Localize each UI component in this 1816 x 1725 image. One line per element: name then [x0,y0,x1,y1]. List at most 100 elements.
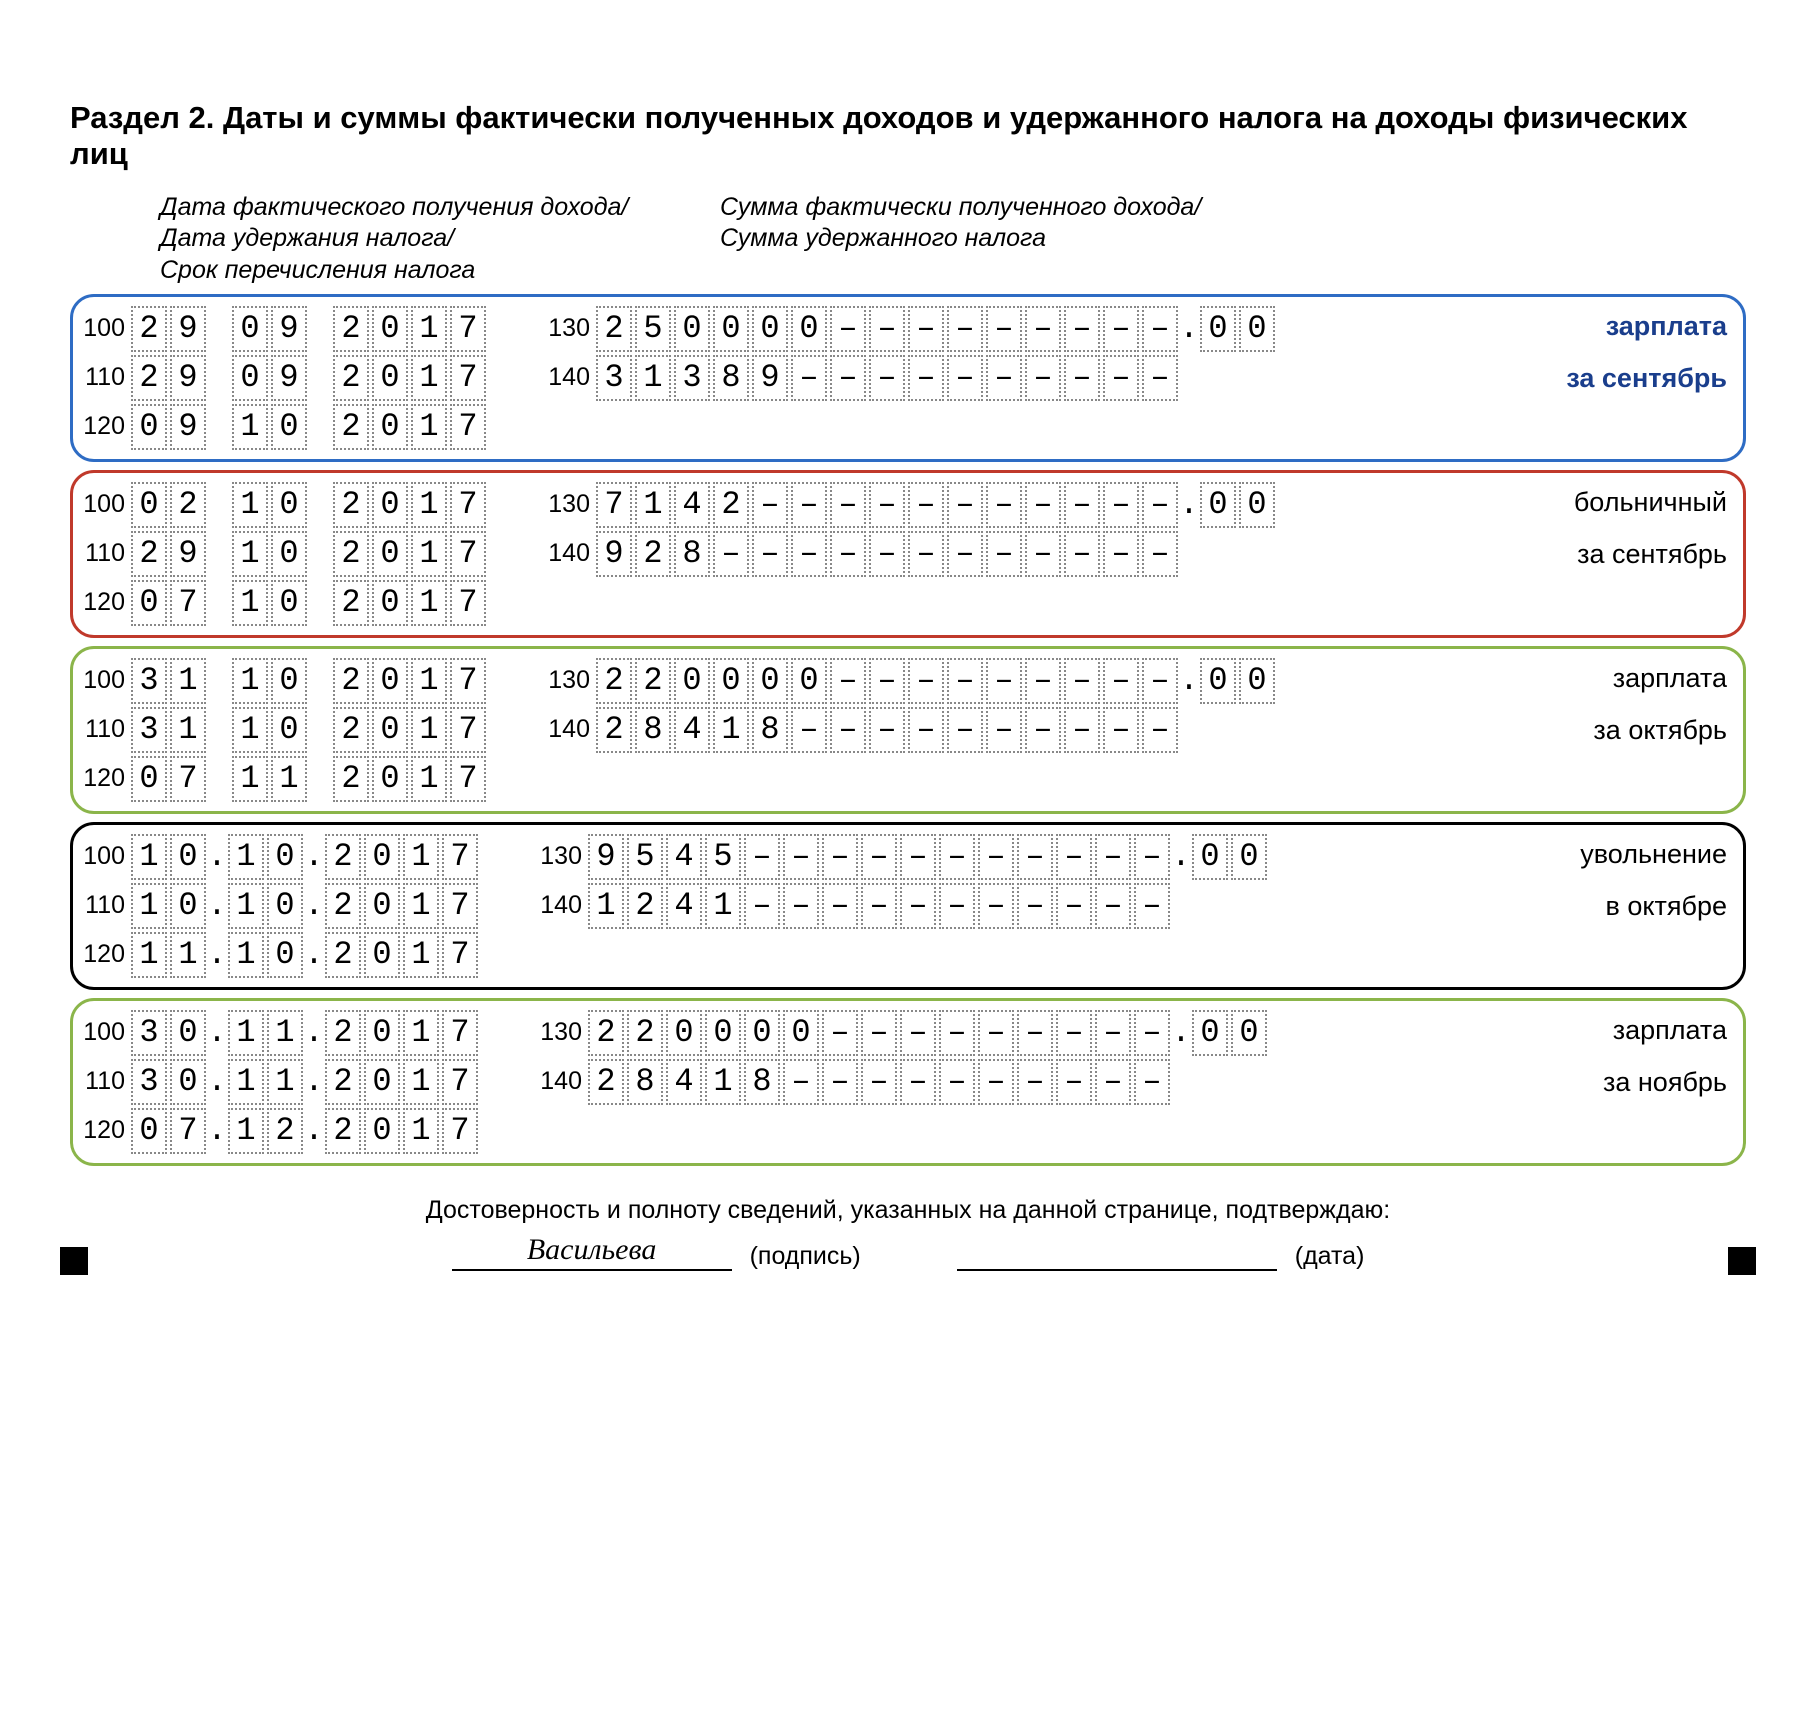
form-cell: 7 [170,1108,206,1154]
form-cell: 2 [596,658,632,704]
form-cell: – [908,355,944,401]
dot-separator: . [206,1112,228,1149]
form-cell: – [986,658,1022,704]
form-cell: 0 [372,756,408,802]
form-cell: – [830,306,866,352]
form-cell: 1 [228,834,264,880]
form-cell: 0 [271,482,307,528]
block-note-1: зарплата [1606,313,1727,340]
form-cell: 1 [232,482,268,528]
form-cell: – [1103,707,1139,753]
form-cell: 0 [267,834,303,880]
form-cell: – [1056,883,1092,929]
code-130: 130 [546,666,590,695]
code-100: 100 [81,314,125,343]
dot-separator: . [303,1014,325,1051]
form-blocks: зарплатаза сентябрь10029092017130250000–… [70,294,1746,1166]
form-cell: 0 [674,658,710,704]
section-title: Раздел 2. Даты и суммы фактически получе… [70,100,1746,172]
form-cell: – [1064,658,1100,704]
form-cell: 1 [228,1108,264,1154]
form-cell: – [744,883,780,929]
form-cell: – [947,482,983,528]
form-cell: 1 [232,404,268,450]
dot-separator: . [303,1063,325,1100]
code-100: 100 [81,666,125,695]
form-cell: 0 [170,1010,206,1056]
form-cell: 1 [403,834,439,880]
form-cell: – [830,531,866,577]
form-cell: 0 [666,1010,702,1056]
form-cell: – [869,658,905,704]
dot-separator: . [206,887,228,924]
form-cell: 0 [1192,834,1228,880]
code-110: 110 [81,891,125,920]
form-cell: – [978,834,1014,880]
form-cell: 2 [325,932,361,978]
form-cell: – [978,1010,1014,1056]
form-cell: 9 [596,531,632,577]
form-cell: 0 [783,1010,819,1056]
form-cell: 0 [674,306,710,352]
form-cell: 9 [752,355,788,401]
form-cell: 0 [372,658,408,704]
form-cell: – [791,355,827,401]
code-130: 130 [538,842,582,871]
form-cell: – [908,306,944,352]
form-cell: 4 [666,883,702,929]
form-cell: 0 [1200,482,1236,528]
form-cell: 7 [442,1059,478,1105]
form-cell: 2 [333,404,369,450]
footer: Достоверность и полноту сведений, указан… [70,1196,1746,1271]
row-120: 12011.10.2017 [81,932,1735,978]
form-cell: – [947,306,983,352]
form-cell: 2 [325,834,361,880]
form-cell: 1 [411,355,447,401]
form-cell: 2 [635,531,671,577]
form-cell: – [986,306,1022,352]
form-cell: 1 [228,1059,264,1105]
form-cell: 8 [674,531,710,577]
code-110: 110 [81,363,125,392]
form-cell: – [869,355,905,401]
form-cell: – [908,707,944,753]
form-cell: 3 [674,355,710,401]
form-cell: 2 [333,355,369,401]
form-cell: – [947,531,983,577]
code-110: 110 [81,715,125,744]
row-110: 11030.11.201714028418–––––––––– [81,1059,1735,1105]
form-block: больничныйза сентябрь100021020171307142–… [70,470,1746,638]
form-cell: 2 [635,658,671,704]
form-cell: – [900,1010,936,1056]
code-110: 110 [81,539,125,568]
form-cell: 2 [333,580,369,626]
code-130: 130 [546,314,590,343]
code-140: 140 [546,363,590,392]
form-cell: 8 [713,355,749,401]
form-cell: 1 [267,1059,303,1105]
form-cell: 0 [1200,306,1236,352]
form-cell: 2 [325,1108,361,1154]
form-cell: 0 [372,482,408,528]
form-cell: 1 [131,834,167,880]
marker-left [60,1247,88,1275]
form-cell: 3 [131,658,167,704]
form-block: зарплатаза октябрь10031102017130220000––… [70,646,1746,814]
date-label: (дата) [1295,1242,1365,1271]
dot-separator: . [303,887,325,924]
form-cell: – [1025,531,1061,577]
form-cell: 2 [588,1010,624,1056]
form-cell: 0 [713,306,749,352]
code-100: 100 [81,842,125,871]
row-120: 12009102017 [81,404,1735,450]
form-cell: 2 [333,482,369,528]
form-cell: – [1025,482,1061,528]
form-cell: – [1056,834,1092,880]
form-cell: 1 [411,658,447,704]
form-cell: 1 [705,883,741,929]
form-cell: 4 [674,482,710,528]
row-110: 1103110201714028418–––––––––– [81,707,1735,753]
form-cell: 0 [372,355,408,401]
form-cell: – [947,658,983,704]
form-cell: 2 [333,756,369,802]
